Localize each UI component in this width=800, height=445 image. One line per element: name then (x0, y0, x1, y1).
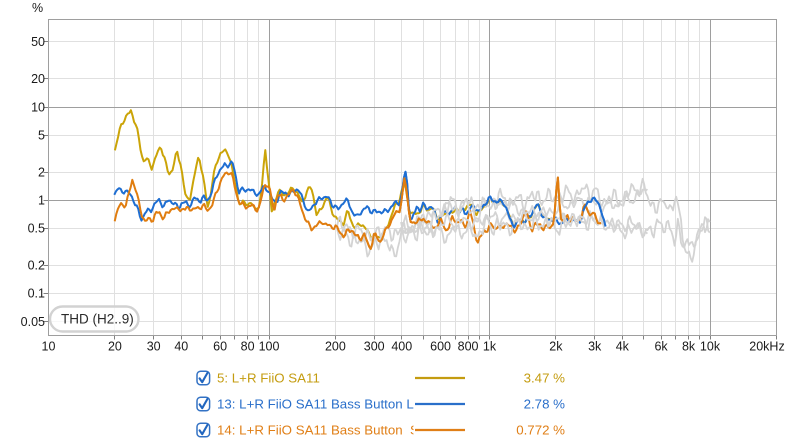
svg-text:10: 10 (42, 340, 56, 354)
svg-text:30: 30 (147, 340, 161, 354)
svg-text:2.78 %: 2.78 % (524, 397, 566, 412)
svg-text:20kHz: 20kHz (749, 340, 784, 354)
svg-text:400: 400 (391, 340, 412, 354)
svg-text:0.1: 0.1 (28, 287, 45, 301)
svg-text:1k: 1k (483, 340, 497, 354)
svg-text:2: 2 (38, 165, 45, 179)
svg-text:13: L+R FiiO SA11 Bass Button: 13: L+R FiiO SA11 Bass Button L (217, 397, 414, 412)
svg-text:0.2: 0.2 (28, 259, 45, 273)
svg-text:50: 50 (31, 35, 45, 49)
svg-text:40: 40 (174, 340, 188, 354)
svg-text:0.05: 0.05 (21, 315, 45, 329)
svg-text:20: 20 (31, 72, 45, 86)
svg-text:%: % (32, 1, 43, 15)
svg-text:600: 600 (430, 340, 451, 354)
svg-text:4k: 4k (616, 340, 630, 354)
svg-text:2k: 2k (549, 340, 563, 354)
svg-text:100: 100 (259, 340, 280, 354)
svg-text:6k: 6k (654, 340, 668, 354)
svg-text:1: 1 (38, 194, 45, 208)
svg-text:8k: 8k (682, 340, 696, 354)
svg-text:200: 200 (325, 340, 346, 354)
svg-text:0.5: 0.5 (28, 222, 45, 236)
svg-text:5: L+R FiiO SA11: 5: L+R FiiO SA11 (217, 371, 320, 386)
svg-text:3.47 %: 3.47 % (524, 371, 566, 386)
svg-text:10: 10 (31, 100, 45, 114)
svg-text:80: 80 (241, 340, 255, 354)
svg-text:20: 20 (108, 340, 122, 354)
svg-text:THD (H2..9): THD (H2..9) (61, 312, 134, 327)
svg-text:10k: 10k (700, 340, 721, 354)
svg-text:60: 60 (213, 340, 227, 354)
svg-text:5: 5 (38, 128, 45, 142)
svg-text:0.772 %: 0.772 % (516, 423, 565, 438)
svg-text:800: 800 (458, 340, 479, 354)
svg-text:3k: 3k (588, 340, 602, 354)
svg-text:300: 300 (364, 340, 385, 354)
svg-text:14: L+R FiiO SA11 Bass Button: 14: L+R FiiO SA11 Bass Button S (217, 423, 419, 438)
